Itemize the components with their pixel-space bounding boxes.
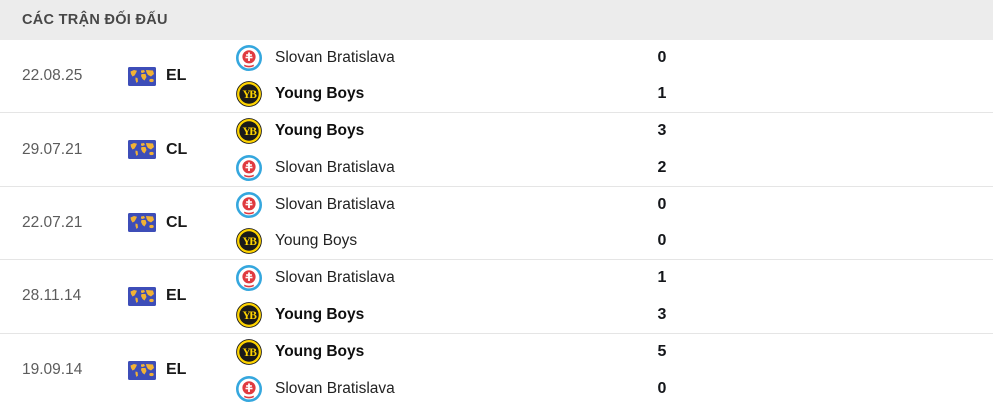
team-logo: YB	[236, 191, 262, 218]
team-row: YB Young Boys 5	[236, 334, 993, 371]
slovan-bratislava-logo-icon	[236, 44, 262, 71]
young-boys-logo-icon: YB	[236, 81, 262, 108]
team-row: YB Slovan Bratislava 0	[236, 186, 993, 223]
competition: EL	[128, 360, 236, 380]
team-name: Young Boys	[275, 232, 358, 250]
competition: CL	[128, 213, 236, 233]
world-flag-icon	[128, 213, 156, 233]
team-row: YB Young Boys 3	[236, 296, 993, 333]
team-score: 0	[657, 195, 667, 213]
team-name: Slovan Bratislava	[275, 195, 395, 213]
team-name: Slovan Bratislava	[275, 269, 395, 287]
competition-label: EL	[166, 67, 187, 85]
match-date: 19.09.14	[22, 361, 83, 379]
match-row[interactable]: 29.07.21 CL	[0, 113, 993, 187]
team-row: YB Young Boys 1	[236, 76, 993, 113]
team-score: 1	[657, 269, 667, 287]
team-score: 3	[657, 305, 667, 323]
team-row: YB Slovan Bratislava 0	[236, 370, 993, 407]
teams-column: YB Slovan Bratislava 0	[236, 40, 993, 113]
section-title: CÁC TRẬN ĐỐI ĐẤU	[22, 12, 168, 28]
team-name: Slovan Bratislava	[275, 379, 395, 397]
world-flag-icon	[128, 360, 156, 380]
team-logo: YB	[236, 154, 262, 181]
svg-text:YB: YB	[243, 236, 258, 248]
team-name: Slovan Bratislava	[275, 158, 395, 176]
team-logo: YB	[236, 339, 262, 365]
teams-column: YB Slovan Bratislava 1	[236, 260, 993, 333]
team-score: 3	[657, 122, 667, 140]
section-header: CÁC TRẬN ĐỐI ĐẤU	[0, 0, 993, 40]
team-score: 5	[657, 343, 667, 360]
young-boys-logo-icon: YB	[236, 301, 262, 328]
team-name: Young Boys	[275, 343, 365, 360]
team-row: YB Slovan Bratislava 1	[236, 260, 993, 297]
world-flag-icon	[128, 140, 156, 160]
team-score: 1	[657, 85, 667, 103]
team-row: YB Young Boys 0	[236, 223, 993, 260]
young-boys-logo-icon: YB	[236, 118, 262, 145]
team-score: 0	[657, 232, 667, 250]
svg-text:YB: YB	[243, 126, 258, 138]
slovan-bratislava-logo-icon	[236, 265, 262, 292]
young-boys-logo-icon: YB	[236, 339, 262, 365]
teams-column: YB Slovan Bratislava 0	[236, 186, 993, 259]
match-date: 22.08.25	[22, 67, 83, 85]
team-score: 2	[657, 158, 667, 176]
competition-label: EL	[166, 287, 187, 305]
slovan-bratislava-logo-icon	[236, 191, 262, 218]
match-date: 28.11.14	[22, 287, 82, 305]
team-row: YB Slovan Bratislava 0	[236, 40, 993, 77]
competition-label: CL	[166, 140, 188, 158]
team-logo: YB	[236, 228, 262, 255]
match-row[interactable]: 28.11.14 EL	[0, 260, 993, 334]
match-date: 22.07.21	[22, 213, 83, 231]
svg-text:YB: YB	[243, 347, 258, 359]
team-logo: YB	[236, 81, 262, 108]
team-logo: YB	[236, 375, 262, 402]
competition-label: CL	[166, 213, 188, 231]
competition-label: EL	[166, 361, 187, 379]
team-name: Young Boys	[275, 85, 365, 103]
teams-column: YB Young Boys 3	[236, 113, 993, 186]
teams-column: YB Young Boys 5	[236, 334, 993, 407]
competition: EL	[128, 66, 236, 86]
team-name: Young Boys	[275, 122, 365, 140]
team-name: Slovan Bratislava	[275, 48, 395, 66]
world-flag-icon	[128, 66, 156, 86]
match-row[interactable]: 19.09.14 EL	[0, 334, 993, 407]
team-row: YB Young Boys 3	[236, 113, 993, 150]
team-row: YB Slovan Bratislava 2	[236, 150, 993, 187]
match-list: 22.08.25 EL	[0, 40, 993, 407]
competition: EL	[128, 286, 236, 306]
young-boys-logo-icon: YB	[236, 228, 262, 255]
match-date: 29.07.21	[22, 140, 83, 158]
team-score: 0	[657, 48, 667, 66]
team-logo: YB	[236, 118, 262, 145]
team-score: 0	[657, 379, 667, 397]
team-name: Young Boys	[275, 305, 365, 323]
team-logo: YB	[236, 44, 262, 71]
svg-text:YB: YB	[243, 310, 258, 322]
slovan-bratislava-logo-icon	[236, 375, 262, 402]
competition: CL	[128, 140, 236, 160]
svg-text:YB: YB	[243, 89, 258, 101]
world-flag-icon	[128, 286, 156, 306]
match-row[interactable]: 22.07.21 CL	[0, 186, 993, 261]
team-logo: YB	[236, 301, 262, 328]
match-row[interactable]: 22.08.25 EL	[0, 40, 993, 114]
team-logo: YB	[236, 265, 262, 292]
slovan-bratislava-logo-icon	[236, 154, 262, 181]
